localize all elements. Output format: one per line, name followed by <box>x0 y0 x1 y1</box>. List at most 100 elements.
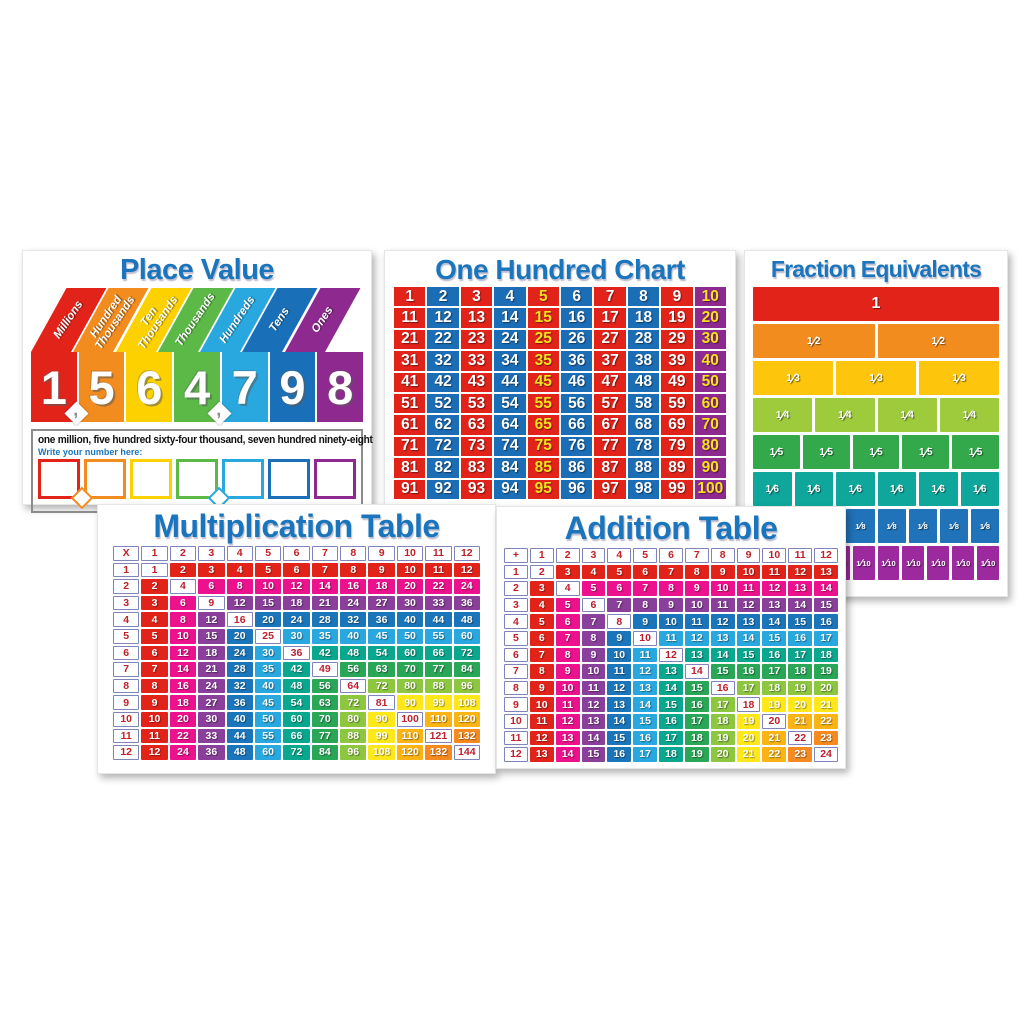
value-cell: 15 <box>659 697 683 712</box>
fraction-numerator: 1 <box>952 372 958 384</box>
hundred-chart-cell: 28 <box>627 329 660 350</box>
diagonal-cell: 8 <box>607 614 632 629</box>
fraction-numerator: 1 <box>931 335 938 347</box>
row-header-cell: 6 <box>113 645 140 661</box>
value-cell: 16 <box>762 647 787 663</box>
value-cell: 10 <box>684 597 709 613</box>
value-cell: 6 <box>169 595 197 611</box>
place-value-digit: 5 <box>78 352 125 422</box>
fraction-segment: 1 ⁄ 6 <box>960 472 999 506</box>
value-cell: 11 <box>684 614 709 629</box>
value-cell: 33 <box>425 595 452 611</box>
fraction-segment: 1⁄10 <box>902 546 925 580</box>
value-cell: 17 <box>710 697 735 712</box>
value-cell: 24 <box>169 745 197 760</box>
fraction-segment: 1 ⁄ 3 <box>836 361 916 395</box>
value-cell: 27 <box>198 695 225 710</box>
fraction-denominator: 4 <box>970 409 977 421</box>
row-header-cell: 4 <box>504 614 528 629</box>
hundred-chart-cell: 92 <box>427 479 459 499</box>
value-cell: 15 <box>814 597 838 613</box>
fraction-denominator: 6 <box>773 483 780 495</box>
hundred-chart-cell: 33 <box>460 351 493 371</box>
value-cell: 48 <box>283 678 310 694</box>
value-cell: 13 <box>529 747 554 762</box>
value-cell: 14 <box>169 662 197 677</box>
fraction-slash: ⁄ <box>771 481 774 497</box>
fraction-denominator: 5 <box>976 446 983 458</box>
value-cell: 4 <box>529 597 554 613</box>
column-header-cell: 9 <box>368 546 395 561</box>
fraction-denominator: 4 <box>908 409 914 421</box>
value-cell: 2 <box>141 579 168 594</box>
value-cell: 18 <box>684 730 709 746</box>
value-cell: 13 <box>607 697 632 712</box>
value-cell: 16 <box>607 747 632 762</box>
fraction-segment: 1⁄8 <box>877 509 906 543</box>
value-cell: 8 <box>169 612 197 627</box>
hundred-chart-cell: 32 <box>427 351 459 371</box>
column-header-cell: 8 <box>710 548 735 563</box>
place-value-digit: 6 <box>126 352 173 422</box>
row-header-cell: 3 <box>504 597 528 613</box>
diagonal-cell: 6 <box>581 597 606 613</box>
value-cell: 30 <box>254 645 282 661</box>
hundred-chart-cell: 51 <box>394 393 426 414</box>
value-cell: 14 <box>814 581 838 596</box>
fraction-segment: 1⁄8 <box>970 509 999 543</box>
fraction-segment: 1⁄10 <box>927 546 950 580</box>
fraction-segment: 1⁄10 <box>977 546 1000 580</box>
diagonal-cell: 81 <box>368 695 395 710</box>
number-words: one million, five hundred sixty-four tho… <box>38 434 373 446</box>
place-value-frame: one million, five hundred sixty-four tho… <box>31 429 373 513</box>
value-cell: 15 <box>633 713 658 729</box>
fraction-segment: 1 ⁄ 3 <box>753 361 833 395</box>
hundred-chart-cell: 34 <box>494 351 526 371</box>
hundred-chart-cell: 68 <box>627 415 660 435</box>
hundred-chart-cell: 18 <box>627 308 660 328</box>
hundred-chart-cell: 19 <box>661 308 693 328</box>
column-header-cell: 3 <box>581 548 606 563</box>
row-header-cell: 1 <box>504 564 528 580</box>
value-cell: 14 <box>311 579 339 594</box>
hundred-chart-cell: 53 <box>460 393 493 414</box>
write-number-box <box>130 459 172 499</box>
value-cell: 22 <box>762 747 787 762</box>
hundred-chart-cell: 38 <box>627 351 660 371</box>
hundred-chart-cell: 46 <box>560 372 593 392</box>
hundred-chart-cell: 9 <box>661 287 693 307</box>
hundred-chart-cell: 16 <box>560 308 593 328</box>
value-cell: 24 <box>340 595 367 611</box>
fraction-denominator: 3 <box>794 372 800 384</box>
fraction-segment: 1⁄8 <box>846 509 875 543</box>
value-cell: 40 <box>226 711 253 727</box>
fraction-denominator: 5 <box>827 446 833 458</box>
value-cell: 10 <box>710 581 735 596</box>
value-cell: 5 <box>141 628 168 644</box>
fraction-numerator: 1 <box>881 558 886 568</box>
fraction-denominator: 8 <box>954 521 959 531</box>
value-cell: 11 <box>659 630 683 646</box>
value-cell: 20 <box>396 579 424 594</box>
value-cell: 84 <box>311 745 339 760</box>
column-header-cell: 6 <box>283 546 310 561</box>
fraction-row: 1 ⁄ 2 1 ⁄ 2 <box>753 324 999 358</box>
hundred-chart-cell: 3 <box>460 287 493 307</box>
diagonal-cell: 2 <box>529 564 554 580</box>
value-cell: 13 <box>581 713 606 729</box>
value-cell: 35 <box>311 628 339 644</box>
fraction-segment: 1⁄10 <box>877 546 900 580</box>
value-cell: 11 <box>607 664 632 679</box>
value-cell: 48 <box>453 612 480 627</box>
fraction-segment: 1⁄8 <box>939 509 968 543</box>
write-number-box <box>38 459 80 499</box>
value-cell: 21 <box>736 747 761 762</box>
value-cell: 20 <box>788 697 813 712</box>
fraction-denominator: 6 <box>980 483 987 495</box>
fraction-numerator: 1 <box>979 521 985 531</box>
value-cell: 77 <box>311 728 339 744</box>
value-cell: 19 <box>684 747 709 762</box>
hundred-chart-cell: 75 <box>527 436 559 457</box>
value-cell: 40 <box>254 678 282 694</box>
value-cell: 13 <box>555 730 580 746</box>
